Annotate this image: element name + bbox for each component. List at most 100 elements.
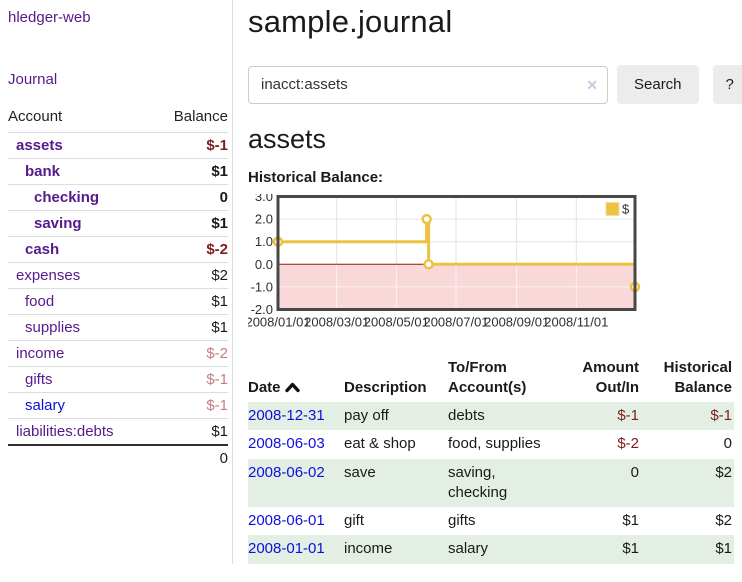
transaction-accounts: gifts <box>448 512 476 529</box>
register-table: Date Description To/From Account(s) Amount Ou… <box>248 356 734 564</box>
transaction-date-link[interactable]: 2008-06-03 <box>248 435 325 453</box>
transaction-date-link[interactable]: 2008-01-01 <box>248 540 325 558</box>
account-link-bank[interactable]: bank <box>25 163 61 180</box>
register-col-accounts: To/From Account(s) <box>448 359 527 396</box>
transaction-accounts: food, supplies <box>448 435 541 453</box>
account-link-liabilities-debts[interactable]: liabilities:debts <box>16 423 114 440</box>
account-link-income[interactable]: income <box>16 345 65 362</box>
transaction-row: 2008-06-01 gift gifts $1 $2 <box>248 507 734 535</box>
clear-search-icon[interactable]: ✕ <box>586 76 598 93</box>
accounts-total-value: 0 <box>153 444 228 471</box>
account-row: cash $-2 <box>8 236 228 263</box>
account-link-food[interactable]: food <box>25 293 55 310</box>
transaction-row: 2008-06-03 eat & shop food, supplies $-2 0 <box>248 430 734 458</box>
register-col-date[interactable]: Date <box>248 356 344 402</box>
transaction-balance: $-1 <box>641 402 734 431</box>
transaction-row: 2008-12-31 pay off debts $-1 $-1 <box>248 402 734 431</box>
x-axis-tick-label: 2008/11/01 <box>544 315 608 330</box>
transaction-description: save <box>344 458 448 507</box>
accounts-table: Account Balance assets $-1 bank $1 checking 0… <box>8 106 228 471</box>
nav-journal-link[interactable]: Journal <box>8 71 58 88</box>
account-balance: $1 <box>153 210 228 237</box>
search-button[interactable]: Search <box>617 65 699 104</box>
account-link-assets[interactable]: assets <box>16 137 63 154</box>
transaction-balance: $1 <box>641 535 734 564</box>
transaction-row: 2008-06-02 save saving, checking 0 $2 <box>248 458 734 507</box>
register-col-description: Description <box>344 378 427 396</box>
account-balance: $-1 <box>153 132 228 159</box>
page-title: sample.journal <box>248 4 453 39</box>
transaction-balance: $2 <box>641 458 734 507</box>
search-input[interactable] <box>248 65 608 104</box>
accounts-col-balance: Balance <box>173 108 228 125</box>
x-axis-tick-label: 2008/03/01 <box>304 315 369 330</box>
historical-balance-chart[interactable]: $3.0 2.0 1.0 0.0 -1.0 -2.0 2008/01/01 2008/03/0… <box>245 189 742 342</box>
account-row: supplies $1 <box>8 314 228 341</box>
account-balance: $-1 <box>153 392 228 419</box>
legend-swatch <box>605 202 620 216</box>
register-col-balance: Historical Balance <box>663 359 732 396</box>
y-axis-tick-label: 2.0 <box>255 212 273 227</box>
transaction-accounts: saving, checking <box>448 458 558 507</box>
account-balance: $-1 <box>153 366 228 393</box>
y-axis-tick-label: -1.0 <box>251 279 273 294</box>
account-balance: $1 <box>153 314 228 341</box>
chart-canvas[interactable]: $3.0 2.0 1.0 0.0 -1.0 -2.02008/01/012008/03/0… <box>245 189 710 338</box>
account-balance: $1 <box>153 158 228 185</box>
x-axis-tick-label: 2008/07/01 <box>423 315 488 330</box>
page: hledger-web Journal Account Balance asse… <box>0 0 742 564</box>
register-heading: assets <box>248 124 327 154</box>
y-axis-tick-label: -2.0 <box>251 302 273 317</box>
main-content: sample.journal ✕ Search ? assets Histori… <box>233 0 742 564</box>
account-balance: $1 <box>153 418 228 445</box>
transaction-amount: $1 <box>558 535 641 564</box>
account-row: salary $-1 <box>8 392 228 419</box>
transaction-date-link[interactable]: 2008-12-31 <box>248 407 325 424</box>
account-balance: $-2 <box>153 340 228 367</box>
legend-label: $ <box>622 202 630 217</box>
app-title-link[interactable]: hledger-web <box>8 9 91 26</box>
account-balance: $2 <box>153 262 228 289</box>
accounts-col-account: Account <box>8 108 63 125</box>
chart-title: Historical Balance: <box>248 169 384 186</box>
account-row: food $1 <box>8 288 228 315</box>
transaction-accounts: salary <box>448 535 558 564</box>
account-link-cash[interactable]: cash <box>25 241 60 258</box>
account-link-expenses[interactable]: expenses <box>16 267 81 284</box>
transaction-amount: $-1 <box>558 402 641 431</box>
transaction-balance: $2 <box>715 512 732 529</box>
account-link-gifts[interactable]: gifts <box>25 371 53 388</box>
search-row: ✕ Search ? <box>248 65 742 104</box>
transaction-description: pay off <box>344 402 448 431</box>
accounts-total-row: 0 <box>8 444 228 471</box>
help-button[interactable]: ? <box>712 65 742 104</box>
transaction-description: eat & shop <box>344 435 416 453</box>
account-balance: 0 <box>153 184 228 211</box>
y-axis-tick-label: 0.0 <box>255 257 273 272</box>
transaction-row: 2008-01-01 income salary $1 $1 <box>248 535 734 564</box>
account-row: assets $-1 <box>8 132 228 159</box>
sort-asc-icon <box>284 382 300 392</box>
transaction-amount: 0 <box>558 458 641 507</box>
account-row: income $-2 <box>8 340 228 367</box>
transaction-description: income <box>344 535 448 564</box>
transaction-description: gift <box>344 512 365 529</box>
transaction-balance: 0 <box>723 435 732 453</box>
transaction-date-link[interactable]: 2008-06-01 <box>248 512 325 529</box>
transaction-accounts: debts <box>448 402 558 431</box>
account-link-supplies[interactable]: supplies <box>25 319 81 336</box>
account-link-saving[interactable]: saving <box>34 215 82 232</box>
account-row: saving $1 <box>8 210 228 237</box>
account-row: bank $1 <box>8 158 228 185</box>
account-row: gifts $-1 <box>8 366 228 393</box>
register-col-amount: Amount Out/In <box>582 359 639 396</box>
account-row: liabilities:debts $1 <box>8 418 228 445</box>
account-row: checking 0 <box>8 184 228 211</box>
account-link-salary[interactable]: salary <box>25 397 66 414</box>
transaction-amount: $-2 <box>617 435 639 453</box>
x-axis-tick-label: 2008/05/01 <box>364 315 429 330</box>
account-link-checking[interactable]: checking <box>34 189 100 206</box>
y-axis-tick-label: 1.0 <box>255 234 273 249</box>
sidebar: hledger-web Journal Account Balance asse… <box>0 0 233 564</box>
transaction-date-link[interactable]: 2008-06-02 <box>248 463 325 481</box>
